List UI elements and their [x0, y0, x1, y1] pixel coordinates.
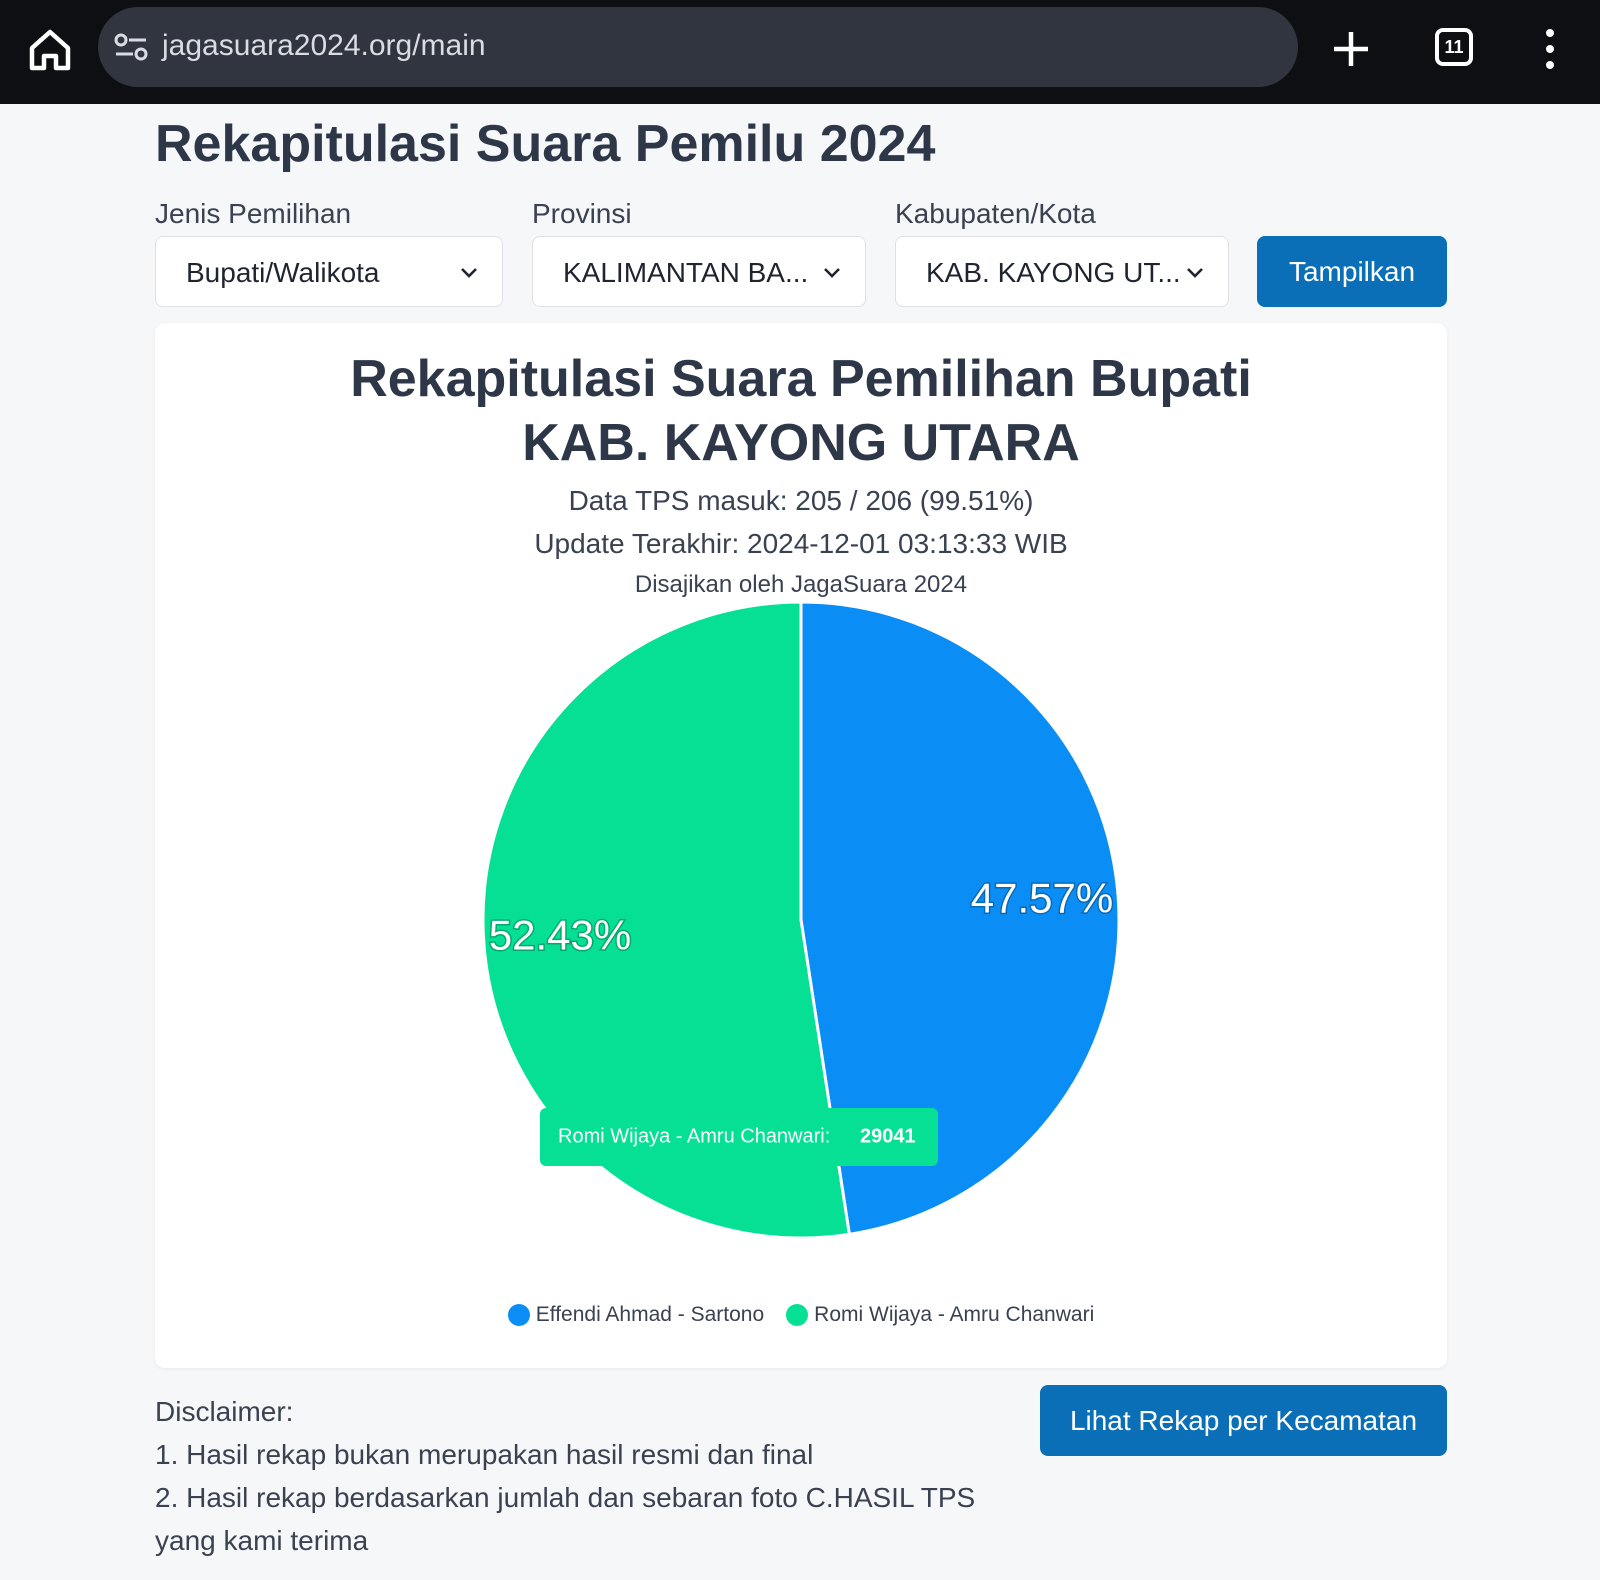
provinsi-value: KALIMANTAN BA...	[563, 257, 809, 288]
legend-label: Romi Wijaya - Amru Chanwari	[814, 1303, 1095, 1326]
pie-slice-1[interactable]	[481, 603, 852, 1240]
kabupaten-value: KAB. KAYONG UT...	[926, 257, 1181, 288]
disclaimer: Disclaimer: 1. Hasil rekap bukan merupak…	[155, 1390, 995, 1562]
lihat-rekap-kecamatan-button[interactable]: Lihat Rekap per Kecamatan	[1040, 1385, 1447, 1456]
disclaimer-line: 2. Hasil rekap berdasarkan jumlah dan se…	[155, 1482, 976, 1513]
url-text[interactable]: jagasuara2024.org/main	[162, 29, 486, 62]
tampilkan-button[interactable]: Tampilkan	[1257, 236, 1447, 307]
jenis-pemilihan-value: Bupati/Walikota	[186, 257, 380, 288]
chart-legend: Effendi Ahmad - Sartono Romi Wijaya - Am…	[155, 1303, 1447, 1327]
chart-card: Rekapitulasi Suara Pemilihan Bupati KAB.…	[155, 323, 1447, 1368]
kabupaten-select[interactable]: KAB. KAYONG UT...	[895, 236, 1229, 307]
home-icon[interactable]	[24, 24, 76, 76]
chart-tooltip: Romi Wijaya - Amru Chanwari: 29041	[540, 1108, 938, 1166]
pie-slice-label-1: 52.43%	[489, 912, 631, 959]
legend-item-effendi[interactable]: Effendi Ahmad - Sartono	[507, 1303, 765, 1327]
disclaimer-line: 1. Hasil rekap bukan merupakan hasil res…	[155, 1439, 814, 1470]
tooltip-value: 29041	[860, 1125, 916, 1147]
chevron-down-icon	[824, 268, 840, 278]
address-bar[interactable]: jagasuara2024.org/main	[98, 7, 1298, 87]
more-menu-icon[interactable]	[1538, 26, 1562, 72]
source-info: Disajikan oleh JagaSuara 2024	[634, 571, 968, 598]
chart-title-line1: Rekapitulasi Suara Pemilihan Bupati	[350, 350, 1252, 408]
browser-toolbar: jagasuara2024.org/main 11	[0, 0, 1600, 104]
disclaimer-line: yang kami terima	[155, 1525, 369, 1556]
chart-title-line2: KAB. KAYONG UTARA	[522, 414, 1080, 472]
tps-info: Data TPS masuk: 205 / 206 (99.51%)	[568, 485, 1034, 516]
tab-switcher-button[interactable]: 11	[1435, 28, 1473, 66]
page-title: Rekapitulasi Suara Pemilu 2024	[155, 115, 936, 173]
legend-dot	[786, 1304, 809, 1326]
jenis-pemilihan-select[interactable]: Bupati/Walikota	[155, 236, 503, 307]
tooltip-box	[540, 1108, 938, 1166]
kabupaten-label: Kabupaten/Kota	[895, 198, 1096, 229]
provinsi-select[interactable]: KALIMANTAN BA...	[532, 236, 866, 307]
update-info: Update Terakhir: 2024-12-01 03:13:33 WIB	[534, 528, 1068, 559]
site-settings-icon[interactable]	[114, 33, 148, 61]
provinsi-label: Provinsi	[532, 198, 632, 229]
legend-dot	[507, 1304, 530, 1326]
jenis-pemilihan-label: Jenis Pemilihan	[155, 198, 352, 229]
new-tab-icon[interactable]	[1326, 24, 1376, 74]
pie-slice-label-0: 47.57%	[971, 875, 1113, 922]
chevron-down-icon	[461, 268, 477, 278]
pie-chart[interactable]: 47.57% 52.43% Romi Wijaya - Amru Chanwari:…	[155, 603, 1447, 1283]
tooltip-label: Romi Wijaya - Amru Chanwari:	[558, 1125, 830, 1147]
legend-item-romi[interactable]: Romi Wijaya - Amru Chanwari	[786, 1303, 1094, 1327]
pie-slice-0[interactable]	[799, 603, 1121, 1237]
legend-label: Effendi Ahmad - Sartono	[535, 1303, 765, 1326]
chevron-down-icon	[1187, 268, 1203, 278]
disclaimer-heading: Disclaimer:	[155, 1396, 294, 1427]
